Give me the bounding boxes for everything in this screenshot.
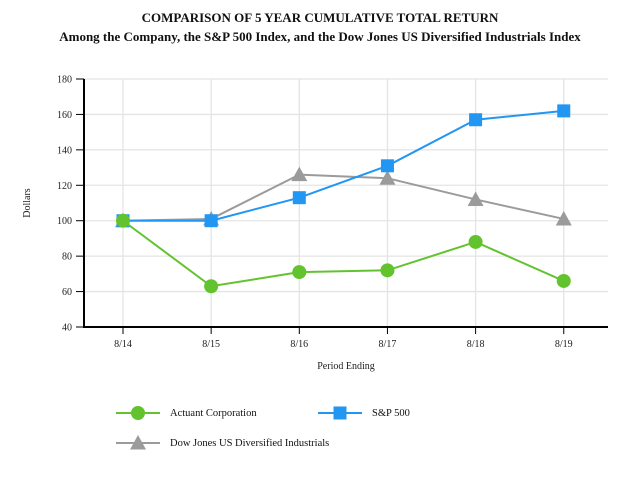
- y-tick-label: 180: [57, 75, 72, 86]
- legend-item-sp500: S&P 500: [318, 403, 410, 423]
- series-marker-triangle: [291, 166, 308, 182]
- series-marker-circle: [556, 273, 571, 288]
- series-marker-square: [292, 191, 306, 205]
- y-tick-label: 140: [57, 145, 72, 156]
- x-tick-label: 8/16: [290, 339, 308, 350]
- legend-item-dowjones: Dow Jones US Diversified Industrials: [116, 433, 329, 453]
- series-marker-circle: [380, 263, 395, 278]
- y-tick-label: 120: [57, 181, 72, 192]
- series-line: [122, 173, 564, 222]
- legend-marker-square-icon: [318, 406, 362, 420]
- legend-marker-triangle-icon: [116, 435, 160, 450]
- series-marker-triangle: [130, 435, 146, 450]
- y-axis-title: Dollars: [22, 188, 33, 218]
- y-tick-label: 100: [57, 216, 72, 227]
- series-marker-triangle: [379, 170, 396, 185]
- series-line: [122, 219, 565, 288]
- x-tick-label: 8/17: [379, 339, 397, 350]
- series-marker-circle: [292, 265, 307, 280]
- series-marker-circle: [468, 234, 483, 249]
- legend-label: Actuant Corporation: [170, 407, 257, 419]
- series-line: [123, 109, 564, 222]
- x-tick-label: 8/15: [202, 339, 220, 350]
- y-tick-label: 160: [57, 110, 72, 121]
- x-tick-label: 8/14: [114, 339, 132, 350]
- series-marker-square: [204, 214, 218, 228]
- series-marker-circle: [204, 279, 219, 294]
- y-tick-label: 40: [62, 323, 72, 334]
- x-axis-title: Period Ending: [317, 361, 375, 372]
- legend-label: Dow Jones US Diversified Industrials: [170, 437, 330, 449]
- legend-marker-circle-icon: [116, 406, 160, 420]
- series-marker-square: [469, 113, 483, 127]
- chart-title: COMPARISON OF 5 YEAR CUMULATIVE TOTAL RE…: [0, 9, 640, 47]
- series-marker-square: [380, 159, 394, 173]
- y-tick-label: 60: [62, 287, 72, 298]
- series-marker-triangle: [555, 210, 572, 226]
- chart-title-line1: COMPARISON OF 5 YEAR CUMULATIVE TOTAL RE…: [141, 10, 499, 25]
- chart-plot-area: 40 60 80 100 120 140 160 180 8/14 8/15 8/16 8/17 8/1…: [22, 75, 608, 372]
- legend-item-actuant: Actuant Corporation: [116, 403, 257, 423]
- chart-title-line2: Among the Company, the S&P 500 Index, an…: [59, 28, 581, 44]
- y-tick-label: 80: [62, 252, 72, 263]
- series-marker-square: [333, 406, 347, 420]
- x-tick-label: 8/18: [467, 339, 485, 350]
- series-marker-square: [557, 104, 571, 118]
- series-marker-triangle: [467, 191, 484, 206]
- series-marker-circle: [131, 406, 145, 420]
- series-marker-circle: [116, 213, 130, 228]
- legend-label: S&P 500: [372, 407, 410, 419]
- x-tick-label: 8/19: [555, 339, 573, 350]
